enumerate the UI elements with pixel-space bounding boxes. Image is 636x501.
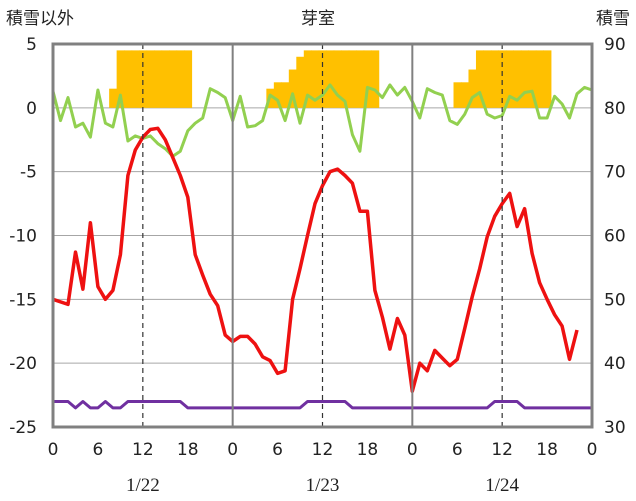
snow-bar <box>124 50 133 108</box>
snow-bar <box>498 50 507 108</box>
x-tick-label: 18 <box>536 440 558 460</box>
y-right-tick-label: 60 <box>604 227 626 247</box>
snow-bar <box>288 69 297 108</box>
snow-bar <box>131 50 140 108</box>
y-left-tick-label: 0 <box>26 99 37 119</box>
y-right-tick-label: 30 <box>604 418 626 438</box>
snow-bar <box>146 50 155 108</box>
x-tick-label: 12 <box>312 440 334 460</box>
snow-bar <box>356 50 365 108</box>
snow-bar <box>460 82 470 108</box>
snow-bar <box>281 82 290 108</box>
date-label: 1/24 <box>485 475 519 496</box>
snow-bar <box>453 82 462 108</box>
x-tick-label: 0 <box>48 440 59 460</box>
snow-bar <box>528 50 537 108</box>
x-tick-label: 12 <box>491 440 513 460</box>
snow-bar <box>326 50 335 108</box>
right-axis-label: 積雪 <box>596 9 630 29</box>
snow-bar <box>296 56 305 108</box>
snow-bar <box>363 50 372 108</box>
series-line <box>52 126 579 394</box>
left-axis-label: 積雪以外 <box>6 9 74 29</box>
day-boundaries <box>142 44 503 427</box>
snow-bar <box>154 50 163 108</box>
snow-bar <box>341 50 350 108</box>
snow-depth-bars <box>109 50 552 108</box>
x-tick-label: 18 <box>177 440 199 460</box>
x-tick-label: 0 <box>227 440 238 460</box>
snow-bar <box>348 50 357 108</box>
snow-bar <box>176 50 185 108</box>
plot-frame <box>51 42 594 429</box>
snow-bar <box>371 50 380 108</box>
y-left-tick-label: 5 <box>26 35 37 55</box>
snow-bar <box>161 50 170 108</box>
snow-bar <box>139 50 148 108</box>
snow-bar <box>169 50 178 108</box>
x-tick-label: 6 <box>93 440 104 460</box>
y-left-tick-label: -25 <box>9 418 37 438</box>
snow-bar <box>513 50 522 108</box>
snow-bar <box>520 50 529 108</box>
x-tick-label: 12 <box>132 440 154 460</box>
x-tick-label: 6 <box>452 440 463 460</box>
y-left-tick-label: -10 <box>9 227 37 247</box>
chart-title: 芽室 <box>301 9 335 29</box>
snow-bar <box>116 50 125 108</box>
snow-bar <box>109 88 118 108</box>
snow-bar <box>483 50 492 108</box>
y-right-tick-label: 70 <box>604 163 626 183</box>
snow-bar <box>303 50 312 108</box>
snow-bar <box>475 50 485 108</box>
date-label: 1/23 <box>306 475 340 496</box>
snow-bar <box>311 50 320 108</box>
snow-bar <box>535 50 544 108</box>
snow-bar <box>505 50 514 108</box>
x-tick-label: 0 <box>587 440 598 460</box>
snow-bar <box>318 50 327 108</box>
y-right-tick-label: 50 <box>604 290 626 310</box>
x-tick-label: 0 <box>407 440 418 460</box>
y-right-tick-label: 90 <box>604 35 626 55</box>
series-line <box>53 400 592 410</box>
snow-bar <box>490 50 500 108</box>
y-right-tick-label: 40 <box>604 354 626 374</box>
snow-bar <box>543 50 552 108</box>
y-right-tick-label: 80 <box>604 99 626 119</box>
y-left-tick-label: -20 <box>9 354 37 374</box>
x-tick-label: 18 <box>357 440 379 460</box>
snow-bar <box>468 69 477 108</box>
snow-bar <box>333 50 342 108</box>
snow-bar <box>273 82 282 108</box>
snow-bar <box>184 50 193 108</box>
y-left-tick-label: -5 <box>20 163 37 183</box>
y-left-tick-label: -15 <box>9 290 37 310</box>
date-label: 1/22 <box>126 475 160 496</box>
x-tick-label: 6 <box>272 440 283 460</box>
